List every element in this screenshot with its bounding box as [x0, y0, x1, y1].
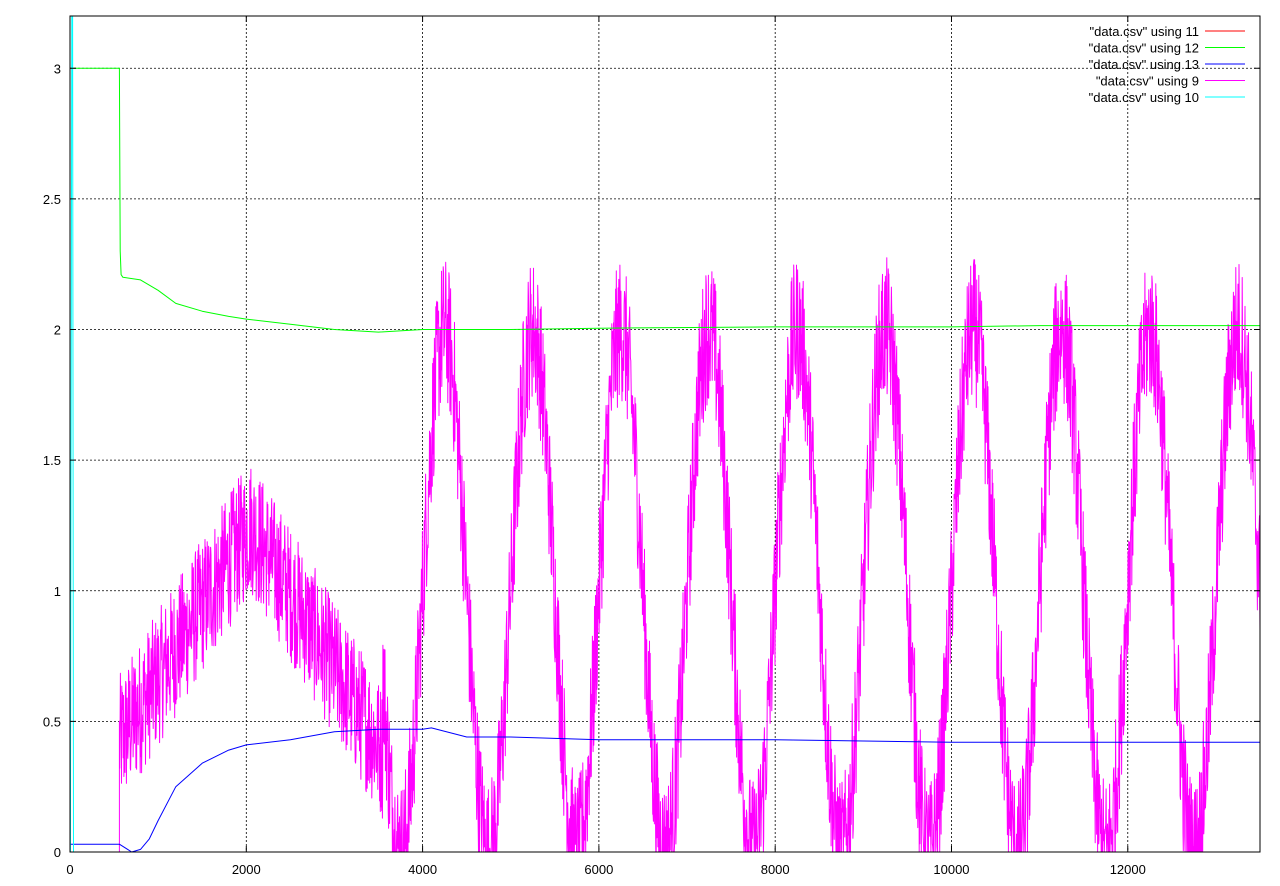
y-tick-label: 3 [54, 61, 61, 76]
ticks: 0 2000 4000 6000 8000 10000 12000 0 0.5 1 1.5 2 2.5 3 [43, 16, 1260, 877]
y-tick-label: 0.5 [43, 714, 61, 729]
x-tick-label: 12000 [1110, 862, 1146, 877]
y-tick-label: 1.5 [43, 453, 61, 468]
x-tick-label: 0 [66, 862, 73, 877]
legend: "data.csv" using 11"data.csv" using 12"d… [1089, 24, 1245, 105]
legend-label: "data.csv" using 10 [1089, 90, 1199, 105]
y-tick-label: 1 [54, 584, 61, 599]
series-line-1 [70, 67, 1260, 333]
legend-label: "data.csv" using 13 [1089, 57, 1199, 72]
series-line-2 [70, 727, 1260, 853]
x-tick-label: 6000 [584, 862, 613, 877]
y-tick-label: 2.5 [43, 192, 61, 207]
legend-label: "data.csv" using 11 [1090, 24, 1199, 39]
x-tick-label: 4000 [408, 862, 437, 877]
x-tick-label: 2000 [232, 862, 261, 877]
plot-frame [69, 15, 1261, 853]
grid [70, 16, 1260, 852]
y-tick-label: 0 [54, 845, 61, 860]
series-line-3 [70, 257, 1261, 853]
legend-label: "data.csv" using 9 [1096, 74, 1199, 89]
x-tick-label: 10000 [933, 862, 969, 877]
legend-label: "data.csv" using 12 [1089, 41, 1199, 56]
x-tick-label: 8000 [761, 862, 790, 877]
y-tick-label: 2 [54, 323, 61, 338]
